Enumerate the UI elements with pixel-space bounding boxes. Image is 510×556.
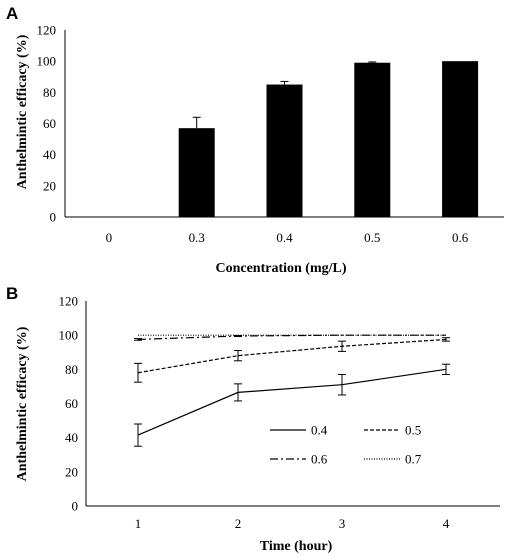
panel-b-y-tick-label: 100 — [59, 328, 79, 343]
panel-a-y-tick-label: 60 — [43, 116, 56, 131]
panel-a-bar — [266, 84, 303, 218]
panel-a-y-tick-label: 80 — [43, 85, 56, 100]
panel-b-legend-label: 0.4 — [311, 423, 328, 438]
panel-a-x-tick-label: 0.6 — [452, 230, 469, 245]
panel-b-x-tick-label: 3 — [339, 516, 346, 531]
panel-b-legend-label: 0.6 — [311, 452, 328, 467]
panel-a-x-tick-label: 0.5 — [364, 230, 380, 245]
panel-b-x-tick-label: 4 — [443, 516, 450, 531]
panel-a-y-tick-label: 20 — [43, 178, 56, 193]
panel-b-series-lines — [137, 334, 447, 436]
panel-b-x-axis-title: Time (hour) — [260, 539, 333, 554]
panel-a-y-axis-title: Anthelmintic efficacy (%) — [15, 34, 30, 189]
panel-b-chart: B Anthelmintic efficacy (%) Time (hour) … — [6, 284, 500, 554]
panel-a-y-tick-label: 40 — [43, 147, 56, 162]
panel-b-series-line — [137, 368, 447, 436]
panel-b-y-tick-label: 120 — [59, 294, 79, 309]
panel-a-x-tick-label: 0.4 — [276, 230, 293, 245]
panel-a-x-tick-label: 0 — [106, 230, 113, 245]
panel-a-x-tick-label: 0.3 — [189, 230, 205, 245]
panel-b-error-bars — [134, 335, 450, 447]
panel-b-y-axis-title: Anthelmintic efficacy (%) — [15, 326, 30, 481]
panel-b-series-line — [137, 338, 447, 374]
panel-a-y-tick-label: 0 — [50, 210, 57, 225]
panel-a-bar — [442, 61, 479, 217]
panel-b-label: B — [6, 284, 18, 303]
panel-b-legend-label: 0.7 — [405, 452, 422, 467]
panel-b-x-tick-label: 1 — [135, 516, 142, 531]
panel-b-x-tick-label: 2 — [235, 516, 242, 531]
panel-b-y-tick-label: 0 — [72, 499, 79, 514]
panel-b-x-tick-labels: 1 2 3 4 — [135, 516, 450, 531]
panel-b-y-tick-label: 60 — [65, 396, 78, 411]
panel-a-x-tick-labels: 0 0.3 0.4 0.5 0.6 — [106, 230, 469, 245]
panel-a-bar — [178, 128, 215, 217]
panel-a-bars — [178, 61, 479, 218]
panel-a-y-tick-label: 120 — [37, 23, 57, 38]
panel-b-y-tick-label: 80 — [65, 362, 78, 377]
panel-a-y-tick-labels: 0 20 40 60 80 100 120 — [37, 23, 57, 225]
panel-a-x-axis-title: Concentration (mg/L) — [215, 261, 346, 276]
panel-a-y-tick-label: 100 — [37, 54, 57, 69]
panel-a-chart: A Anthelmintic efficacy (%) Concentratio… — [6, 4, 504, 276]
panel-b-series-line — [137, 334, 446, 341]
panel-b-y-tick-labels: 0 20 40 60 80 100 120 — [59, 294, 79, 514]
panel-a-label: A — [6, 4, 18, 23]
panel-b-y-tick-label: 40 — [65, 430, 78, 445]
panel-b-legend-label: 0.5 — [405, 423, 421, 438]
panel-a-bar — [354, 62, 391, 217]
panel-b-y-tick-label: 20 — [65, 464, 78, 479]
panel-a-error-bars — [192, 61, 377, 129]
panel-b-legend: 0.4 0.5 0.6 0.7 — [270, 423, 422, 467]
